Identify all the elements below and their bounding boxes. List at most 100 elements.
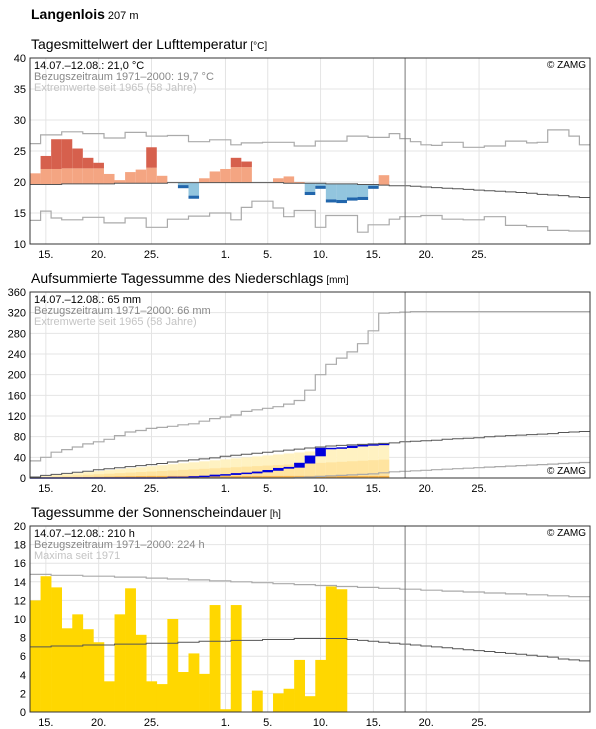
precipitation-bar <box>304 456 316 464</box>
temperature-bar-extreme <box>93 162 104 169</box>
sunshine-bar <box>294 659 306 712</box>
sunshine-chart: 0 2 4 6 8 10 12 14 16 18 20 15. 20. 25. 1. 5. 10. 15. 20. 2… <box>14 521 591 729</box>
sunshine-y-tick-label: 20 <box>14 521 26 533</box>
temperature-bar-extreme <box>346 197 358 201</box>
temperature-bar-anomaly <box>230 167 242 183</box>
precipitation-plot-area <box>30 292 590 478</box>
temperature-bar-anomaly <box>241 167 252 183</box>
precipitation-band-low <box>146 475 157 478</box>
temperature-bar-anomaly <box>199 178 210 183</box>
temperature-bar-anomaly <box>135 169 147 184</box>
sunshine-bar <box>325 586 337 712</box>
precipitation-unit: [mm] <box>326 275 349 286</box>
sunshine-bar <box>336 589 348 712</box>
precipitation-y-tick-label: 0 <box>20 473 26 485</box>
precipitation-x-tick-label: 5. <box>263 483 272 495</box>
precipitation-band-low <box>357 475 369 478</box>
precipitation-band-outer <box>61 475 73 478</box>
precipitation-band-outer <box>368 460 379 478</box>
precipitation-bar <box>315 448 326 457</box>
precipitation-band-outer <box>72 475 83 478</box>
station-name: Langenlois <box>31 6 105 22</box>
temperature-copyright: © ZAMG <box>547 60 586 71</box>
precipitation-band-outer <box>273 465 284 478</box>
temperature-x-tick-label: 25. <box>144 249 159 261</box>
precipitation-band-outer <box>199 468 210 478</box>
temperature-x-tick-label: 15. <box>38 249 53 261</box>
temperature-bar-extreme <box>230 157 242 168</box>
temperature-bar-extreme <box>188 195 200 199</box>
sunshine-y-tick-label: 8 <box>20 633 26 645</box>
sunshine-x-tick-label: 1. <box>221 717 230 729</box>
temperature-x-tick-label: 25. <box>471 249 486 261</box>
temperature-bar-anomaly <box>103 173 115 184</box>
temperature-bar-extreme <box>72 148 83 169</box>
sunshine-copyright: © ZAMG <box>547 528 586 539</box>
precipitation-band-outer <box>325 462 337 478</box>
sunshine-x-tick-label: 20. <box>419 717 434 729</box>
precipitation-band-low <box>273 475 284 478</box>
sunshine-bar <box>315 659 327 712</box>
sunshine-info-line: 14.07.–12.08.: 210 h <box>34 528 135 540</box>
precipitation-info-line: Extremwerte seit 1965 (58 Jahre) <box>34 316 197 328</box>
temperature-bar-extreme <box>368 185 379 189</box>
sunshine-bar <box>72 614 84 712</box>
temperature-bar-anomaly <box>30 173 41 185</box>
precipitation-band-outer <box>125 472 136 478</box>
precipitation-band-outer <box>378 459 390 478</box>
precipitation-band-outer <box>283 464 295 478</box>
precipitation-band-low <box>230 475 242 478</box>
sunshine-y-tick-label: 10 <box>14 614 26 626</box>
precipitation-bar <box>346 446 358 449</box>
temperature-plot-border <box>29 57 591 245</box>
sunshine-bar <box>220 709 232 712</box>
temperature-y-tick-label: 35 <box>14 84 26 96</box>
temperature-bar-anomaly <box>209 171 221 183</box>
precipitation-band-low <box>220 475 231 478</box>
sunshine-bar <box>177 672 189 712</box>
precipitation-band-low <box>336 475 347 478</box>
precipitation-plot-border <box>29 291 591 479</box>
precipitation-band-outer <box>146 471 157 478</box>
sunshine-bar <box>304 696 316 712</box>
sunshine-x-tick-label: 10. <box>313 717 328 729</box>
temperature-bar-anomaly <box>357 184 369 197</box>
precipitation-band-low <box>114 476 126 478</box>
precipitation-band-outer <box>220 467 231 478</box>
station-header: Langenlois 207 m <box>31 6 138 22</box>
temperature-info-line: Bezugszeitraum 1971–2000: 19,7 °C <box>34 71 214 83</box>
sunshine-unit: [h] <box>269 509 281 520</box>
temperature-max-line <box>30 129 590 148</box>
precipitation-band-outer <box>135 472 147 478</box>
temperature-y-tick-label: 10 <box>14 239 26 251</box>
temperature-y-tick-label: 40 <box>14 53 26 65</box>
temperature-bar-anomaly <box>378 175 390 186</box>
sunshine-y-tick-label: 6 <box>20 651 26 663</box>
sunshine-bar <box>209 605 221 712</box>
precipitation-band-outer <box>156 470 168 478</box>
sunshine-x-tick-label: 20. <box>91 717 106 729</box>
precipitation-band-low <box>209 475 221 478</box>
precipitation-band-low <box>346 475 358 478</box>
precipitation-band-outer <box>357 460 369 478</box>
sunshine-bar <box>125 588 136 712</box>
temperature-bar-anomaly <box>51 168 62 185</box>
precipitation-band-low <box>135 476 147 478</box>
precipitation-y-tick-label: 40 <box>14 452 26 464</box>
precipitation-band-outer <box>241 466 252 478</box>
precipitation-bar <box>273 468 284 471</box>
precipitation-band-low <box>325 475 337 478</box>
precipitation-copyright: © ZAMG <box>547 466 586 477</box>
temperature-info-line: Extremwerte seit 1965 (58 Jahre) <box>34 82 197 94</box>
precipitation-band-outer <box>82 474 94 478</box>
precipitation-y-tick-label: 120 <box>8 411 26 423</box>
temperature-bar-extreme <box>82 157 94 169</box>
precipitation-band-low <box>251 475 263 478</box>
precipitation-band-outer <box>209 468 221 478</box>
temperature-bar-anomaly <box>156 175 168 184</box>
sunshine-bar <box>30 600 41 712</box>
temperature-bar-anomaly <box>346 183 358 198</box>
sunshine-bar <box>82 629 94 712</box>
temperature-bar-extreme <box>51 139 62 169</box>
